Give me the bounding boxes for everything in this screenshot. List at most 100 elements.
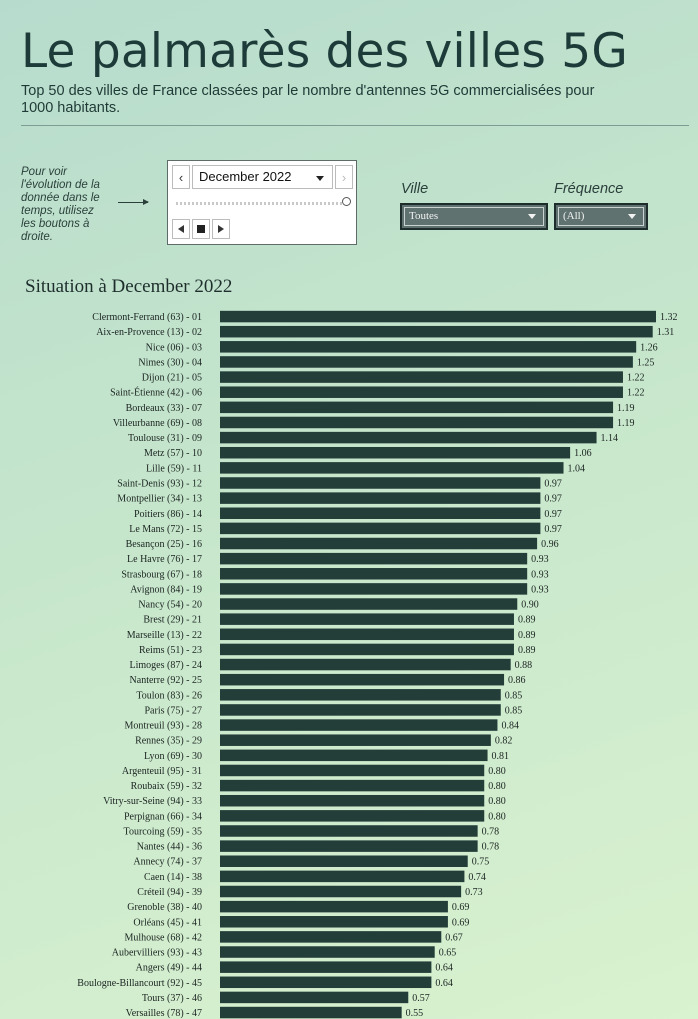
category-label: Montpellier (34) - 13 <box>117 494 202 505</box>
bar[interactable] <box>220 991 409 1004</box>
play-icon <box>218 225 224 233</box>
bar[interactable] <box>220 916 448 928</box>
bar[interactable] <box>220 401 614 414</box>
bar[interactable] <box>220 719 498 731</box>
data-label: 0.69 <box>452 917 470 928</box>
bar[interactable] <box>220 1006 402 1019</box>
bar[interactable] <box>220 613 514 625</box>
bar[interactable] <box>220 870 465 883</box>
category-label: Le Mans (72) - 15 <box>129 524 202 535</box>
bar[interactable] <box>220 673 505 686</box>
chevron-left-icon: ‹ <box>178 169 184 185</box>
date-player: ‹ December 2022 › <box>167 160 357 245</box>
bar[interactable] <box>220 764 485 777</box>
category-label: Marseille (13) - 22 <box>127 630 202 641</box>
bar[interactable] <box>220 431 597 444</box>
category-label: Perpignan (66) - 34 <box>124 811 202 822</box>
bar[interactable] <box>220 325 653 338</box>
date-select-value: December 2022 <box>199 169 292 184</box>
bar[interactable] <box>220 552 528 565</box>
category-label: Versailles (78) - 47 <box>126 1008 202 1019</box>
bar[interactable] <box>220 583 528 595</box>
bar[interactable] <box>220 704 501 716</box>
bar[interactable] <box>220 386 623 398</box>
bar[interactable] <box>220 310 656 323</box>
play-forward-button[interactable] <box>212 219 230 239</box>
bar[interactable] <box>220 628 514 641</box>
data-label: 0.80 <box>488 811 506 822</box>
page-subtitle: Top 50 des villes de France classées par… <box>21 83 595 116</box>
date-slider-track[interactable] <box>176 202 346 205</box>
ville-filter-value: Toutes <box>409 210 439 222</box>
bar[interactable] <box>220 976 432 989</box>
bar[interactable] <box>220 492 541 504</box>
ville-filter[interactable]: Toutes <box>400 203 548 230</box>
previous-date-button[interactable]: ‹ <box>172 165 190 189</box>
bar[interactable] <box>220 341 637 353</box>
bar[interactable] <box>220 689 501 701</box>
bar[interactable] <box>220 734 491 746</box>
category-label: Vitry-sur-Seine (94) - 33 <box>103 796 202 807</box>
bar[interactable] <box>220 961 432 973</box>
frequence-filter-dropdown[interactable]: (All) <box>558 207 644 226</box>
bar[interactable] <box>220 749 488 762</box>
bar[interactable] <box>220 946 435 958</box>
bar[interactable] <box>220 779 485 792</box>
bar[interactable] <box>220 840 478 852</box>
bar[interactable] <box>220 643 514 656</box>
category-label: Strasbourg (67) - 18 <box>121 569 202 580</box>
bar[interactable] <box>220 522 541 535</box>
data-label: 0.65 <box>439 948 457 959</box>
bar[interactable] <box>220 462 564 474</box>
data-label: 0.81 <box>492 751 510 762</box>
data-label: 1.26 <box>640 342 658 353</box>
category-label: Argenteuil (95) - 31 <box>122 766 202 777</box>
data-label: 0.78 <box>482 826 500 837</box>
category-label: Annecy (74) - 37 <box>133 857 202 868</box>
data-label: 1.14 <box>601 433 619 444</box>
bar[interactable] <box>220 931 442 943</box>
play-backward-icon <box>178 225 184 233</box>
data-label: 1.06 <box>574 448 592 459</box>
category-label: Clermont-Ferrand (63) - 01 <box>92 312 202 323</box>
ville-filter-label: Ville <box>401 181 429 197</box>
data-label: 1.04 <box>568 463 586 474</box>
ville-filter-dropdown[interactable]: Toutes <box>404 207 544 226</box>
next-date-button[interactable]: › <box>335 165 353 189</box>
bar[interactable] <box>220 371 623 383</box>
bar[interactable] <box>220 885 462 898</box>
bar[interactable] <box>220 900 448 913</box>
bar[interactable] <box>220 855 468 867</box>
bar[interactable] <box>220 416 614 429</box>
category-label: Grenoble (38) - 40 <box>127 902 202 913</box>
category-label: Montreuil (93) - 28 <box>125 721 203 732</box>
category-label: Aix-en-Provence (13) - 02 <box>96 327 202 338</box>
date-slider-handle[interactable] <box>342 197 351 206</box>
bar[interactable] <box>220 507 541 520</box>
bar[interactable] <box>220 446 571 459</box>
data-label: 0.80 <box>488 796 506 807</box>
header-divider <box>21 125 689 126</box>
bar[interactable] <box>220 356 633 368</box>
frequence-filter[interactable]: (All) <box>554 203 648 230</box>
bar[interactable] <box>220 794 485 807</box>
category-label: Tourcoing (59) - 35 <box>124 826 202 837</box>
bar[interactable] <box>220 568 528 580</box>
bar[interactable] <box>220 825 478 837</box>
bar[interactable] <box>220 810 485 822</box>
pause-button[interactable] <box>192 219 210 239</box>
data-label: 0.82 <box>495 736 513 747</box>
bar[interactable] <box>220 658 511 671</box>
data-label: 0.64 <box>435 978 453 989</box>
bar[interactable] <box>220 598 518 610</box>
data-label: 0.97 <box>544 478 562 489</box>
category-label: Villeurbanne (69) - 08 <box>113 418 202 429</box>
date-select[interactable]: December 2022 <box>192 165 333 189</box>
playback-hint: Pour voir l'évolution de la donnée dans … <box>21 166 100 243</box>
data-label: 0.80 <box>488 766 506 777</box>
bar[interactable] <box>220 477 541 489</box>
data-label: 0.89 <box>518 630 536 641</box>
play-backward-button[interactable] <box>172 219 190 239</box>
category-label: Lille (59) - 11 <box>146 463 202 474</box>
bar[interactable] <box>220 537 538 550</box>
